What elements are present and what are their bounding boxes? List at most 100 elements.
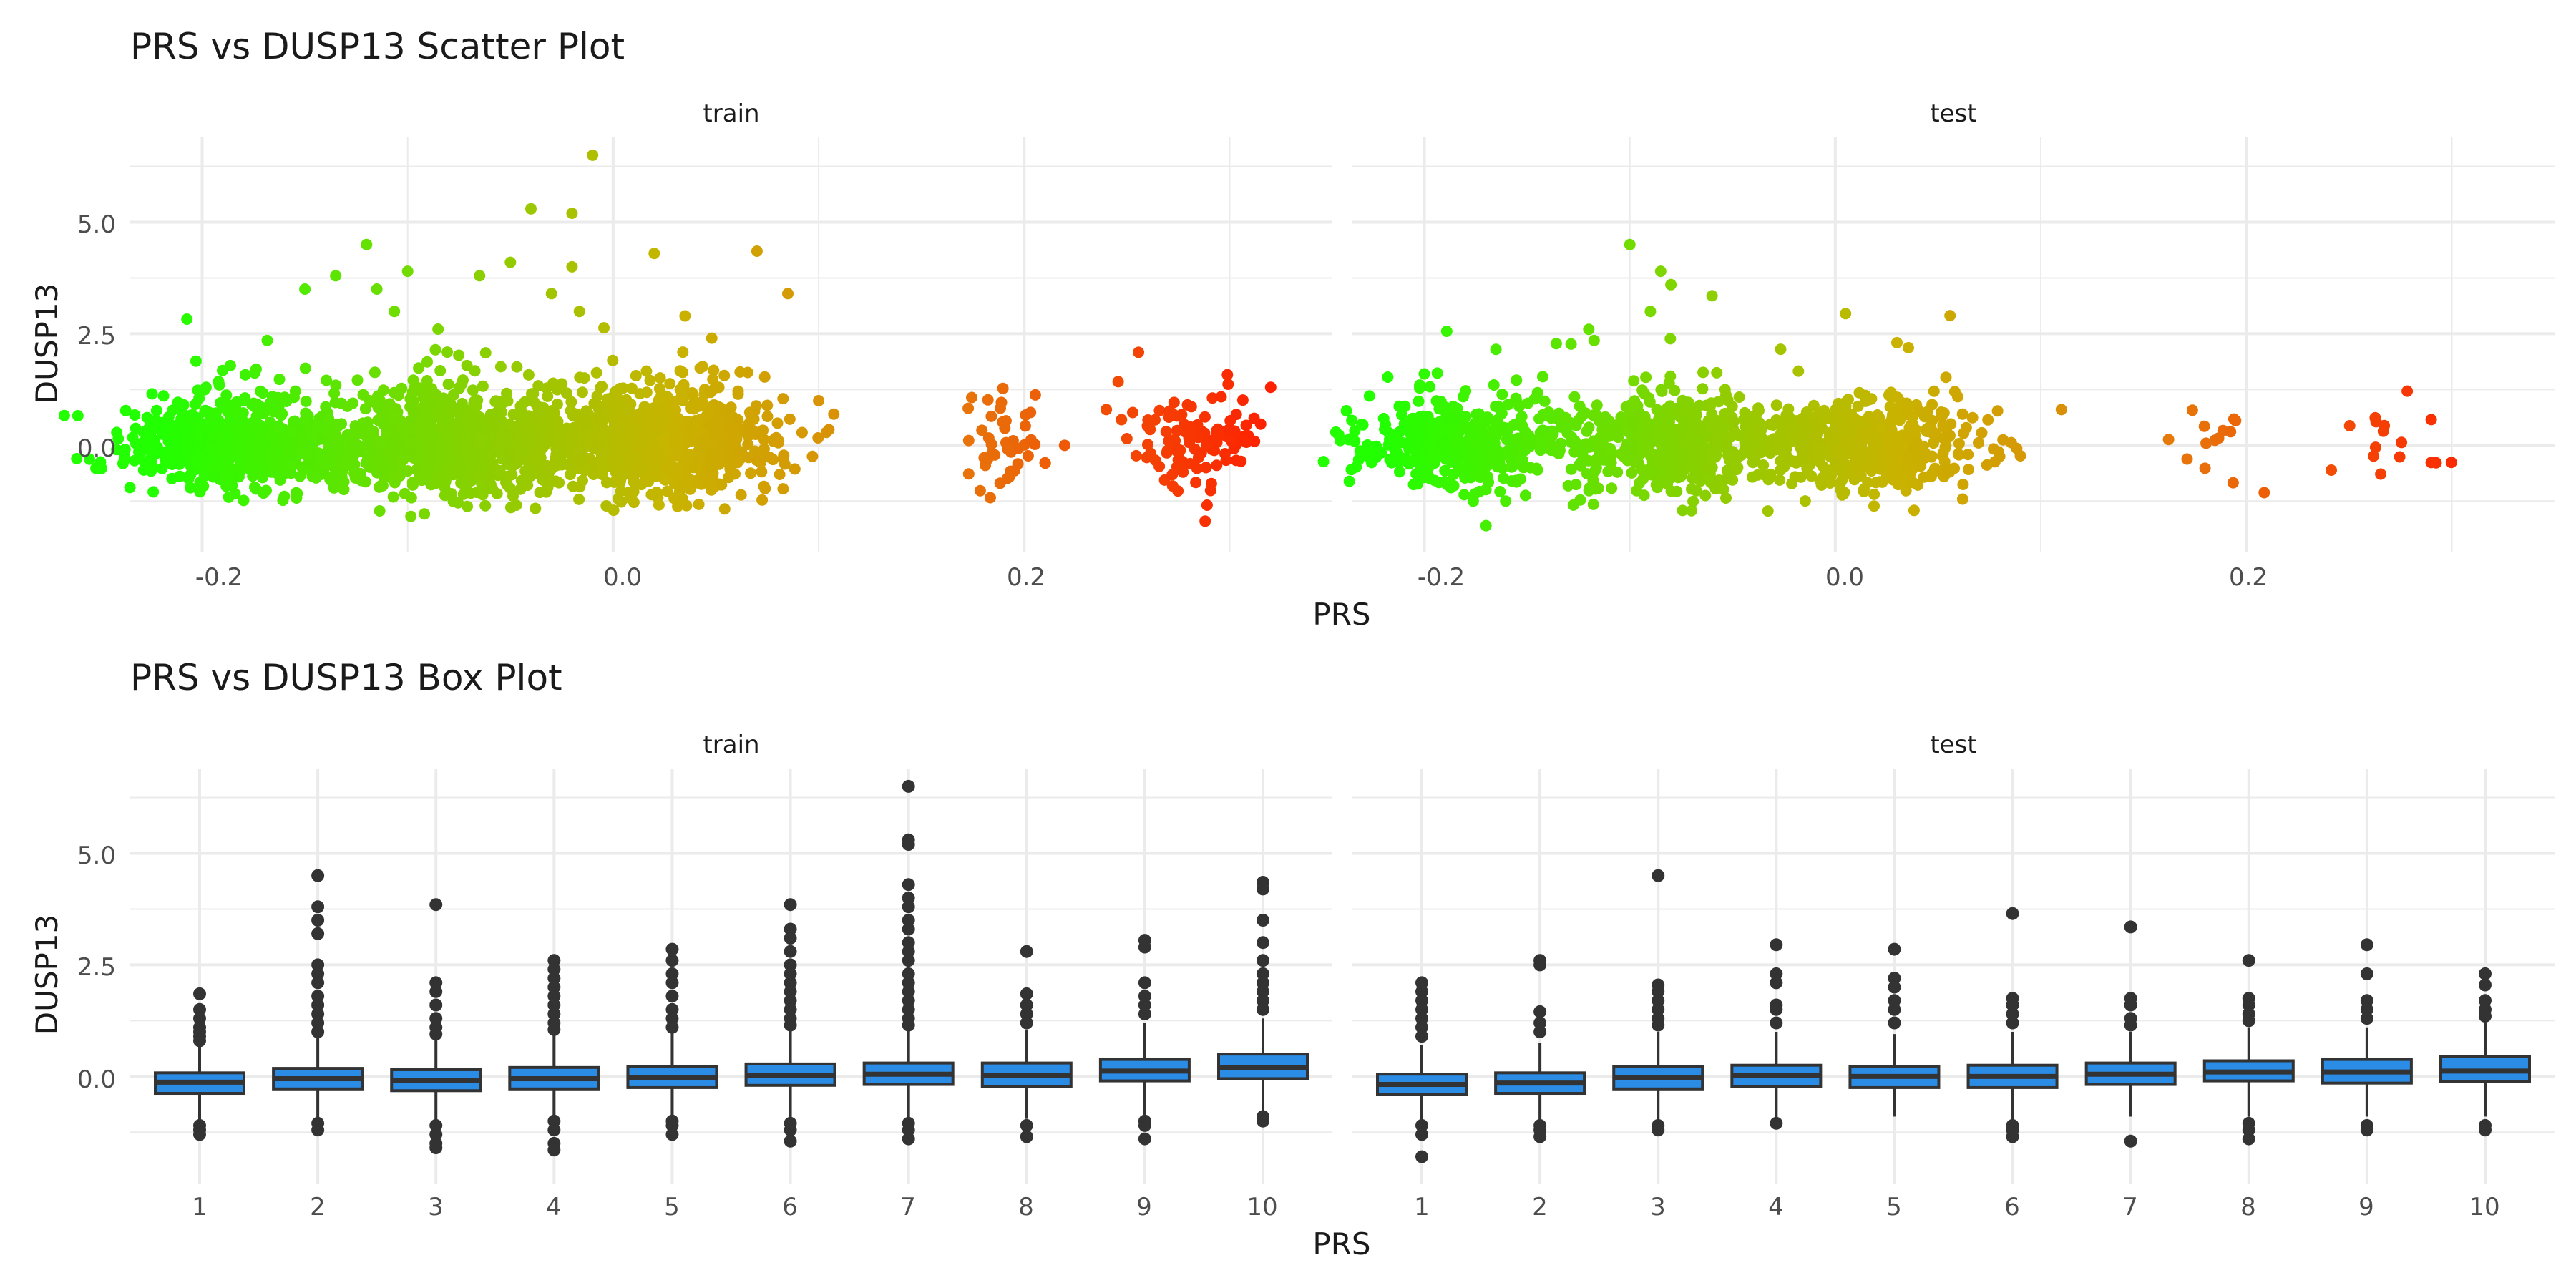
scatter-test-point-1509 bbox=[2055, 404, 2067, 416]
scatter-train-point-2161 bbox=[598, 449, 610, 462]
box-train-outlier-10-2 bbox=[1257, 914, 1269, 927]
scatter-train-point-2506 bbox=[525, 203, 537, 215]
scatter-train-point-306 bbox=[72, 410, 84, 421]
scatter-train-point-2303 bbox=[772, 436, 784, 449]
scatter-train-point-2519 bbox=[545, 288, 557, 300]
scatter-train-point-2305 bbox=[624, 452, 636, 464]
scatter-test-point-1183 bbox=[1928, 437, 1939, 449]
scatter-train-point-1535 bbox=[758, 371, 771, 383]
scatter-train-point-2020 bbox=[686, 387, 698, 399]
scatter-train-point-2500 bbox=[1176, 456, 1189, 467]
scatter-test-point-189 bbox=[1458, 489, 1470, 501]
scatter-train-point-1303 bbox=[379, 461, 391, 473]
box-train-xtick-2: 2 bbox=[310, 1193, 326, 1221]
scatter-train-point-283 bbox=[185, 482, 197, 494]
scatter-train-point-2326 bbox=[535, 452, 547, 464]
scatter-test-point-389 bbox=[1506, 475, 1518, 487]
scatter-test-point-1096 bbox=[1757, 459, 1770, 471]
box-train-outlier-7-8 bbox=[902, 936, 915, 950]
scatter-train-point-1450 bbox=[325, 456, 337, 468]
box-test-outlier-6-4 bbox=[2006, 1016, 2019, 1030]
scatter-train-point-2479 bbox=[1192, 452, 1204, 464]
scatter-train-point-1447 bbox=[285, 467, 297, 479]
scatter-train-point-1441 bbox=[481, 482, 493, 494]
box-train-box-9 bbox=[1098, 934, 1191, 1146]
box-test-xtick-3: 3 bbox=[1650, 1193, 1666, 1221]
scatter-test-point-717 bbox=[1746, 471, 1758, 483]
scatter-test-point-424 bbox=[1522, 397, 1534, 409]
scatter-train-point-652 bbox=[275, 459, 288, 471]
scatter-test-point-1495 bbox=[2425, 457, 2437, 469]
scatter-train-point-2394 bbox=[1002, 443, 1014, 455]
scatter-train-point-560 bbox=[215, 448, 228, 460]
scatter-test-point-1434 bbox=[1872, 439, 1884, 451]
scatter-train-point-2518 bbox=[782, 288, 794, 300]
box-train-outlier-6-5 bbox=[784, 967, 797, 980]
scatter-test-point-285 bbox=[1415, 462, 1427, 474]
scatter-train-point-2267 bbox=[747, 424, 759, 436]
scatter-train-point-494 bbox=[232, 452, 244, 464]
scatter-train-point-1413 bbox=[419, 508, 431, 520]
scatter-train-point-2206 bbox=[806, 450, 819, 462]
scatter-train-point-2511 bbox=[504, 256, 517, 268]
scatter-train-point-661 bbox=[181, 427, 193, 439]
scatter-test-point-765 bbox=[1664, 370, 1677, 382]
scatter-train-point-2376 bbox=[1019, 420, 1031, 432]
scatter-train-point-1208 bbox=[429, 343, 441, 356]
scatter-train-point-1051 bbox=[406, 477, 419, 489]
scatter-test-point-1312 bbox=[1918, 471, 1930, 483]
box-train-xtick-1: 1 bbox=[192, 1193, 208, 1221]
scatter-test-point-1213 bbox=[1814, 475, 1826, 487]
box-test-outlier-3-2 bbox=[1652, 985, 1665, 998]
scatter-train-point-2499 bbox=[1166, 407, 1179, 419]
scatter-test-point-1114 bbox=[2005, 436, 2017, 449]
scatter-train-point-213 bbox=[119, 404, 132, 416]
box-title: PRS vs DUSP13 Box Plot bbox=[130, 657, 562, 698]
scatter-train-point-480 bbox=[218, 402, 230, 414]
scatter-test-point-826 bbox=[1579, 407, 1591, 419]
scatter-train-point-656 bbox=[253, 400, 265, 412]
scatter-test-point-540 bbox=[1638, 489, 1650, 502]
scatter-test-point-1252 bbox=[1745, 430, 1757, 442]
scatter-train-point-2371 bbox=[962, 434, 975, 447]
scatter-train-point-2329 bbox=[695, 440, 707, 452]
box-train-outlier-9-7 bbox=[1138, 1118, 1151, 1132]
scatter-ytick-2: 5.0 bbox=[77, 210, 116, 239]
scatter-train-point-2282 bbox=[594, 439, 606, 452]
box-test-outlier-4-2 bbox=[1770, 976, 1783, 990]
scatter-train-point-2162 bbox=[659, 410, 671, 422]
scatter-train-point-1797 bbox=[590, 366, 602, 379]
scatter-test-point-1034 bbox=[1868, 488, 1880, 500]
scatter-train-point-2365 bbox=[997, 382, 1009, 394]
scatter-train-point-489 bbox=[165, 419, 177, 431]
scatter-train-point-2256 bbox=[713, 401, 725, 413]
box-train-outlier-4-2 bbox=[547, 972, 561, 985]
box-test-outlier-1-0 bbox=[1415, 976, 1428, 990]
box-test-outlier-6-0 bbox=[2006, 907, 2019, 920]
scatter-train-point-2318 bbox=[683, 449, 696, 461]
box-train-outlier-7-9 bbox=[902, 945, 915, 958]
scatter-train-point-2503 bbox=[1211, 425, 1223, 436]
scatter-train-point-2280 bbox=[658, 401, 670, 414]
scatter-test-point-1462 bbox=[1963, 464, 1974, 475]
box-test-xtick-1: 1 bbox=[1414, 1193, 1430, 1221]
scatter-test-point-945 bbox=[1652, 431, 1664, 444]
scatter-test-point-1469 bbox=[1890, 432, 1903, 444]
scatter-train-point-1710 bbox=[509, 439, 522, 450]
scatter-test-point-158 bbox=[1513, 401, 1526, 413]
scatter-train-point-2521 bbox=[813, 395, 825, 406]
box-test-outlier-1-3 bbox=[1415, 1002, 1428, 1016]
scatter-train-point-1423 bbox=[315, 433, 327, 445]
scatter-train-point-2490 bbox=[1201, 499, 1213, 511]
scatter-train-point-2079 bbox=[774, 469, 786, 480]
scatter-train-point-1425 bbox=[401, 436, 414, 448]
box-train-outlier-5-2 bbox=[665, 967, 679, 980]
scatter-test-point-1421 bbox=[1810, 434, 1822, 446]
scatter-test-point-1407 bbox=[1801, 462, 1813, 474]
scatter-train-point-2507 bbox=[566, 208, 578, 219]
scatter-test-point-1499 bbox=[2375, 468, 2387, 480]
scatter-test-point-724 bbox=[1786, 477, 1798, 489]
box-train-outlier-2-8 bbox=[311, 998, 325, 1012]
scatter-test-point-1430 bbox=[1860, 389, 1872, 401]
scatter-train-point-1509 bbox=[551, 398, 563, 410]
